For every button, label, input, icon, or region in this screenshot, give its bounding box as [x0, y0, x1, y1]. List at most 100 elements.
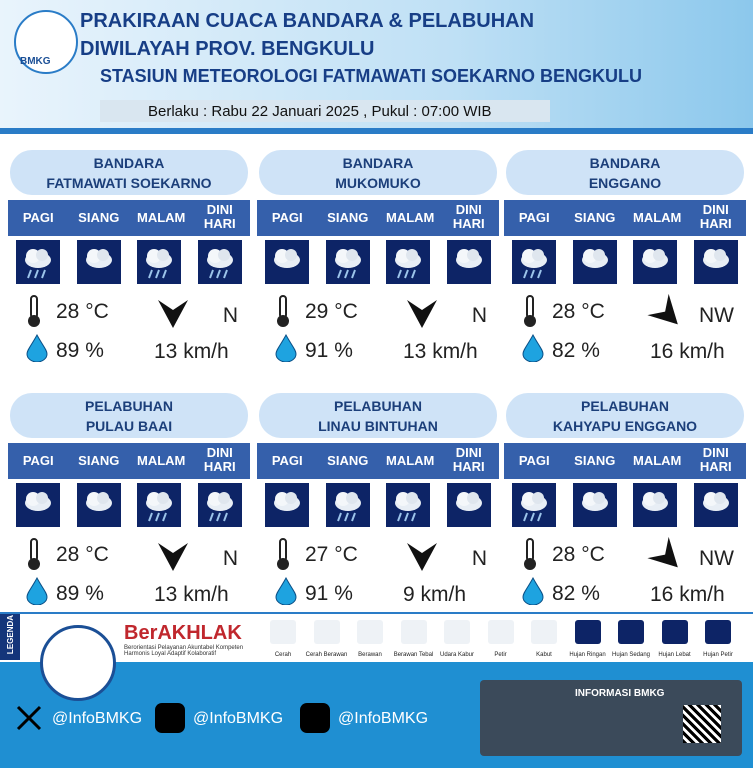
- qr-code: [683, 705, 721, 743]
- humidity: 91 %: [305, 582, 353, 605]
- wind-speed: 16 km/h: [650, 340, 725, 363]
- wind-arrow: [156, 539, 190, 578]
- period-label: DINI HARI: [699, 202, 732, 231]
- thermometer: [26, 537, 42, 576]
- title: DIWILAYAH PROV. BENGKULU: [80, 38, 375, 60]
- weather-icon: [633, 240, 677, 284]
- mascot: [40, 625, 116, 701]
- legend-icon: [531, 620, 557, 644]
- validity-bg: [100, 100, 550, 122]
- humidity-drop: [26, 333, 48, 367]
- legend-item: Hujan Lebat: [658, 652, 691, 658]
- legend-icon: [444, 620, 470, 644]
- title: PRAKIRAAN CUACA BANDARA & PELABUHAN: [80, 10, 535, 32]
- name-line: PELABUHAN: [581, 398, 669, 414]
- wind-speed: 13 km/h: [154, 340, 229, 363]
- weather-icon: [693, 240, 738, 284]
- weather-icon: [446, 240, 491, 284]
- period-label: PAGI: [22, 453, 54, 468]
- period-label: SIANG: [78, 210, 120, 225]
- weather-icon: [633, 483, 677, 527]
- period-label: SIANG: [574, 453, 616, 468]
- humidity-drop: [522, 333, 544, 367]
- legend-icon: [487, 620, 514, 644]
- name-line: BANDARA: [93, 155, 165, 171]
- weather-icon: [446, 483, 491, 527]
- period-bar: [257, 200, 499, 236]
- social-handle: @InfoBMKG: [52, 710, 143, 727]
- legend-item: Udara Kabur: [439, 652, 475, 658]
- name-line: LINAU BINTUHAN: [318, 418, 438, 434]
- temperature: 28 °C: [56, 543, 109, 566]
- period-label: MALAM: [386, 210, 435, 225]
- brand: BerAKHLAK: [124, 622, 242, 644]
- wind-direction: NW: [699, 547, 734, 570]
- period-bar: [8, 200, 250, 236]
- logo-circle: [14, 10, 78, 74]
- humidity-drop: [26, 576, 48, 610]
- humidity: 91 %: [305, 339, 353, 362]
- name-line: PELABUHAN: [334, 398, 422, 414]
- name-line: KAHYAPU ENGGANO: [552, 418, 698, 434]
- info-title: INFORMASI BMKG: [575, 688, 665, 699]
- period-bar: [504, 200, 746, 236]
- period-label: MALAM: [137, 453, 186, 468]
- wind-arrow: [156, 296, 190, 335]
- legend-item: Hujan Petir: [703, 652, 733, 658]
- period-label: DINI HARI: [699, 445, 732, 474]
- legend-icon: [400, 620, 427, 644]
- period-label: MALAM: [633, 453, 682, 468]
- location-card: BANDARA FATMAWATI SOEKARNO PAGI SIANG MALAM D…: [8, 150, 250, 370]
- social-handle: @InfoBMKG: [338, 710, 429, 727]
- period-bar: [8, 443, 250, 479]
- wind-speed: 13 km/h: [403, 340, 478, 363]
- location-card: BANDARA MUKOMUKO PAGI SIANG MALAM DINI HARI 29…: [257, 150, 499, 370]
- tagline: Berorientasi Pelayanan Akuntabel Kompete…: [124, 645, 244, 657]
- location-name: PELABUHAN PULAU BAAI: [10, 393, 248, 438]
- legend-icon: [661, 620, 688, 644]
- legend-icon: [313, 620, 340, 644]
- humidity: 82 %: [552, 582, 600, 605]
- humidity: 82 %: [552, 339, 600, 362]
- legend-item: Cerah: [274, 652, 292, 658]
- name-line: FATMAWATI SOEKARNO: [46, 175, 212, 191]
- weather-icon: [386, 483, 430, 527]
- weather-icon: [197, 240, 242, 284]
- period-label: MALAM: [137, 210, 186, 225]
- humidity-drop: [522, 576, 544, 610]
- legend-icon: [574, 620, 601, 644]
- period-label: PAGI: [22, 210, 54, 225]
- weather-icon: [16, 240, 60, 284]
- weather-icon: [572, 483, 617, 527]
- period-label: SIANG: [78, 453, 120, 468]
- weather-icon: [265, 483, 309, 527]
- temperature: 27 °C: [305, 543, 358, 566]
- period-label: MALAM: [633, 210, 682, 225]
- wind-direction: NW: [699, 304, 734, 327]
- location-name: PELABUHAN LINAU BINTUHAN: [259, 393, 497, 438]
- temperature: 29 °C: [305, 300, 358, 323]
- temperature: 28 °C: [552, 543, 605, 566]
- period-label: DINI HARI: [203, 202, 236, 231]
- legend-item: Petir: [494, 652, 507, 658]
- period-label: PAGI: [271, 210, 303, 225]
- location-card: PELABUHAN KAHYAPU ENGGANO PAGI SIANG MALAM DI…: [504, 393, 746, 613]
- name-line: ENGGANO: [588, 175, 662, 191]
- social-icon: [14, 703, 44, 733]
- period-label: SIANG: [327, 453, 369, 468]
- wind-direction: N: [222, 547, 238, 570]
- name-line: BANDARA: [589, 155, 661, 171]
- weather-icon: [325, 240, 370, 284]
- period-label: SIANG: [327, 210, 369, 225]
- thermometer: [26, 294, 42, 333]
- thermometer: [522, 294, 538, 333]
- period-label: PAGI: [518, 453, 550, 468]
- wind-arrow: [643, 290, 695, 342]
- location-name: PELABUHAN KAHYAPU ENGGANO: [506, 393, 744, 438]
- wind-arrow: [405, 539, 439, 578]
- temperature: 28 °C: [552, 300, 605, 323]
- legend-item: Hujan Sedang: [611, 652, 651, 658]
- divider: [0, 128, 753, 134]
- period-bar: [257, 443, 499, 479]
- wind-arrow: [405, 296, 439, 335]
